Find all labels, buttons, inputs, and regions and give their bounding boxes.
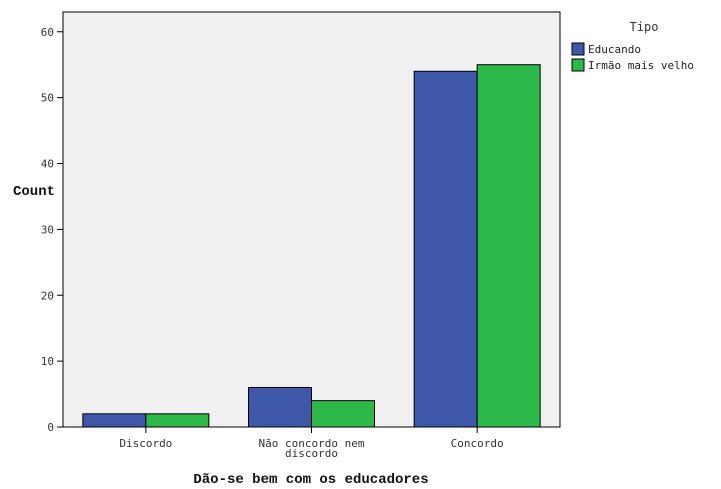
x-tick-label: Concordo — [451, 437, 504, 450]
legend-swatch — [571, 42, 585, 56]
bar — [311, 400, 375, 428]
y-axis: 0 10 20 30 40 50 60 — [41, 26, 63, 434]
y-tick-label: 60 — [41, 26, 54, 39]
y-tick-label: 0 — [47, 421, 54, 434]
bars — [82, 64, 541, 428]
y-tick-label: 50 — [41, 92, 54, 105]
legend-swatch — [571, 58, 585, 72]
bar — [476, 64, 541, 428]
y-tick-label: 40 — [41, 158, 54, 171]
bar — [248, 386, 312, 428]
bar — [413, 70, 478, 428]
x-tick-label: Não concordo nem — [259, 437, 365, 450]
legend-item-label: Educando — [588, 43, 641, 56]
legend-item-label: Irmão mais velho — [588, 59, 694, 72]
bar — [82, 413, 147, 428]
x-tick-label: discordo — [285, 447, 338, 460]
legend: Tipo Educando Irmão mais velho — [571, 20, 694, 72]
y-tick-label: 20 — [41, 289, 54, 302]
y-axis-title: Count — [13, 184, 55, 200]
legend-title: Tipo — [630, 20, 659, 34]
x-tick-label: Discordo — [119, 437, 172, 450]
x-axis-title: Dão-se bem com os educadores — [193, 472, 428, 488]
bar — [145, 413, 210, 428]
y-tick-label: 10 — [41, 355, 54, 368]
y-tick-label: 30 — [41, 223, 54, 236]
